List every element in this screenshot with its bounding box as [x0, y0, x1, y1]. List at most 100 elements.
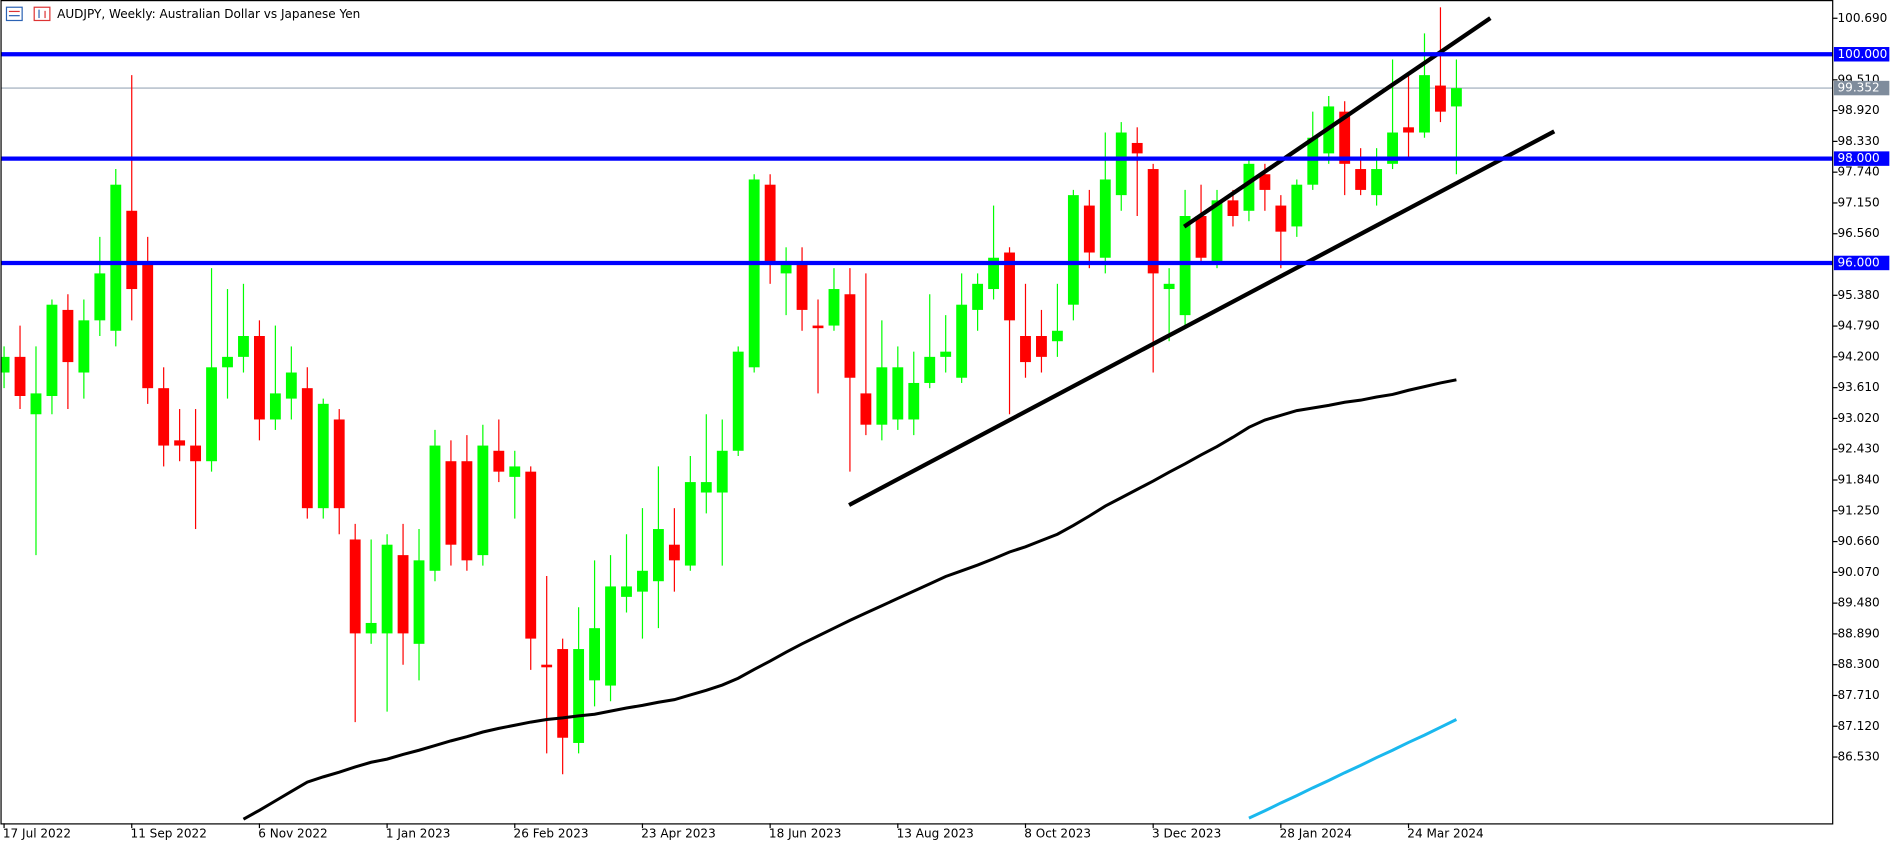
candle-body	[206, 367, 217, 462]
candle-body	[269, 393, 281, 420]
candle-body	[1083, 205, 1095, 253]
candle-body	[828, 289, 840, 326]
candle-body	[1179, 215, 1191, 316]
candle-body	[1307, 137, 1319, 185]
candle-body	[956, 304, 968, 378]
y-tick-label: 98.920	[1838, 103, 1880, 117]
candle-body	[876, 367, 888, 425]
candle-body	[812, 325, 824, 329]
candle-body	[668, 544, 680, 561]
candle-body	[924, 356, 936, 383]
candle-body	[30, 393, 42, 415]
candle-body	[892, 367, 904, 420]
overlay: 100.69099.51098.92098.33097.74097.15096.…	[3, 11, 1890, 841]
y-tick-label: 86.530	[1838, 750, 1880, 764]
candle-body	[78, 320, 90, 373]
y-tick-label: 97.740	[1838, 165, 1880, 179]
candle-body	[1355, 169, 1367, 190]
candle-body	[796, 262, 808, 310]
candle-body	[461, 461, 473, 561]
chart-title: AUDJPY, Weekly: Australian Dollar vs Jap…	[57, 7, 360, 21]
level-label: 100.000	[1838, 47, 1888, 61]
candle-body	[716, 450, 728, 493]
candle-body	[429, 445, 441, 571]
candle-body	[1387, 132, 1398, 164]
candle-body	[1243, 163, 1255, 211]
y-tick-label: 91.250	[1838, 503, 1880, 517]
candle-body	[158, 388, 170, 446]
candle-body	[1036, 335, 1047, 357]
y-tick-label: 88.300	[1838, 657, 1880, 671]
level-label: 96.000	[1838, 255, 1880, 269]
candle-body	[1403, 127, 1414, 133]
x-tick-label: 1 Jan 2023	[386, 827, 451, 841]
y-tick-label: 91.840	[1838, 472, 1880, 486]
candle-body	[732, 351, 744, 451]
candle-body	[381, 544, 393, 634]
plot-frame	[0, 0, 1834, 825]
x-tick-label: 18 Jun 2023	[769, 827, 841, 841]
candle-body	[285, 372, 297, 399]
x-tick-label: 24 Mar 2024	[1407, 827, 1483, 841]
y-tick-label: 100.690	[1838, 11, 1888, 25]
candle-body	[14, 356, 26, 396]
candle-body	[46, 304, 58, 396]
candle-body	[190, 445, 202, 462]
candle-body	[397, 555, 409, 634]
y-tick-label: 95.380	[1838, 288, 1880, 302]
candle-body	[748, 179, 760, 368]
candle-body	[844, 294, 856, 378]
candle-body	[110, 184, 122, 331]
x-tick-label: 11 Sep 2022	[131, 827, 207, 841]
icon	[5, 6, 23, 22]
candle-body	[1147, 169, 1159, 274]
y-tick-label: 93.610	[1838, 380, 1880, 394]
candle-body	[700, 482, 712, 493]
candle-body	[1371, 169, 1383, 196]
candle-body	[301, 388, 313, 509]
candle-body	[62, 309, 74, 363]
candle-body	[988, 257, 999, 290]
candle-body	[1339, 111, 1351, 164]
candle-body	[493, 450, 505, 472]
candle-body	[1020, 335, 1031, 363]
candle-body	[557, 649, 569, 738]
candle-body	[1275, 205, 1287, 232]
candle-body	[253, 335, 265, 420]
candle-body	[1067, 195, 1079, 305]
candle-body	[349, 539, 361, 634]
candle-body	[1291, 184, 1303, 227]
level-box	[1833, 255, 1890, 271]
candle-body	[940, 351, 952, 357]
candle-body	[860, 393, 872, 425]
candle-body	[1099, 179, 1111, 258]
level-label: 98.000	[1838, 151, 1880, 165]
candle-body	[477, 445, 489, 556]
candle-body	[1051, 330, 1063, 342]
candle-body	[652, 529, 664, 582]
candle-body	[1419, 75, 1430, 133]
x-tick-label: 28 Jan 2024	[1280, 827, 1352, 841]
candle-body	[589, 628, 601, 681]
x-tick-label: 17 Jul 2022	[3, 827, 71, 841]
candle-body	[780, 262, 792, 274]
candle-body	[908, 382, 920, 420]
candle-body	[1163, 283, 1175, 290]
y-tick-label: 87.710	[1838, 688, 1880, 702]
y-tick-label: 88.890	[1838, 626, 1880, 640]
candle-body	[222, 356, 233, 368]
y-tick-label: 97.150	[1838, 195, 1880, 209]
candle-body	[1195, 215, 1207, 258]
candle-body	[637, 570, 648, 592]
trend-line	[848, 129, 1556, 507]
candle-body	[541, 664, 553, 668]
plot-area	[0, 7, 1833, 821]
x-tick-label: 13 Aug 2023	[897, 827, 974, 841]
y-tick-label: 94.200	[1838, 349, 1880, 363]
candle-body	[0, 356, 10, 373]
level-box	[1833, 47, 1890, 62]
candle-body	[1435, 85, 1446, 112]
candle-body	[126, 210, 138, 290]
y-tick-label: 87.120	[1838, 719, 1880, 733]
